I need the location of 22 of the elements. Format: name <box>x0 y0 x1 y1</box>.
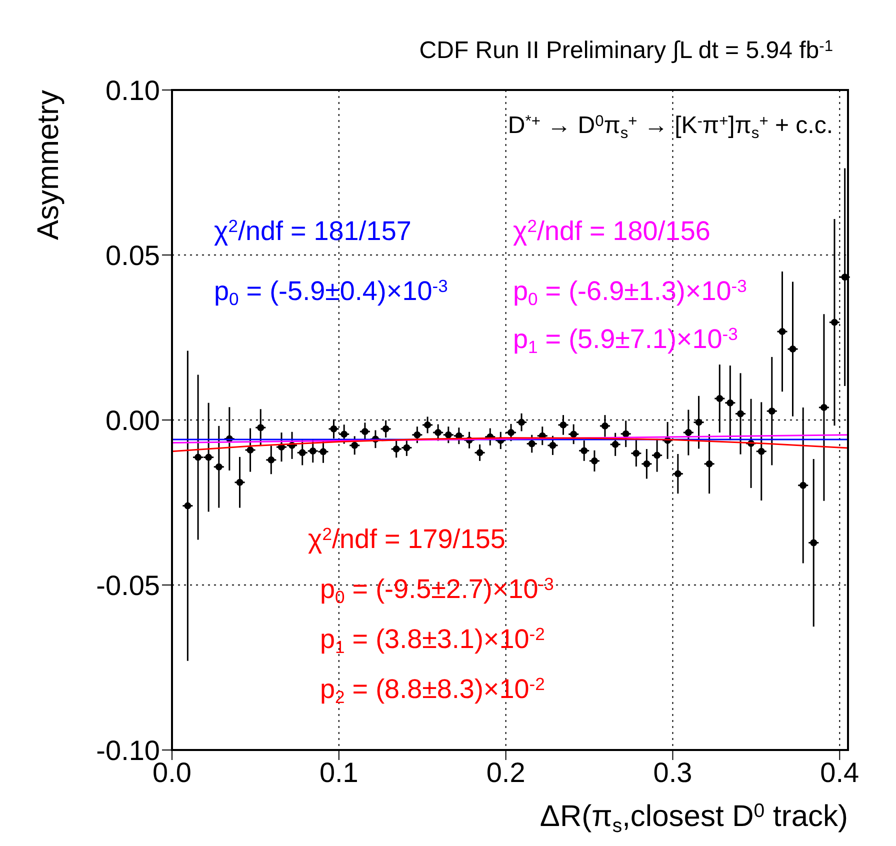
x-tick-label: 0.1 <box>319 756 358 788</box>
x-tick-label: 0.4 <box>820 756 860 788</box>
y-tick-label: 0.05 <box>106 240 160 271</box>
y-axis-title: Asymmetry <box>32 90 65 240</box>
x-tick-label: 0.2 <box>486 756 526 788</box>
text: D$^{*+}$ → D$^{0}$π$_{s}$$^{+}$ → [K$^{-}$π$^{+}$]π$_{s}$$^{+}$ + c.c. <box>508 112 833 142</box>
x-axis-title: ΔR(π$_{s}$,closest D$^{0}$ track) <box>540 800 848 837</box>
y-tick-label: -0.05 <box>96 570 160 601</box>
x-tick-label: 0.3 <box>653 756 692 788</box>
annotation: χ$^{2}$/ndf = 181/157 <box>214 216 412 246</box>
annotation: p$_{1}$ = (5.9±7.1)×10$^{-3}$ <box>513 324 738 358</box>
annotation: p$_{0}$ = (-5.9±0.4)×10$^{-3}$ <box>214 276 448 310</box>
chart-title: CDF Run II Preliminary ∫L dt = 5.94 fb$^{-1}$ <box>419 37 833 64</box>
annotation: χ$^{2}$/ndf = 179/155 <box>308 524 506 554</box>
annotation: p$_{0}$ = (-9.5±2.7)×10$^{-3}$ <box>320 574 554 608</box>
annotation: p$_{0}$ = (-6.9±1.3)×10$^{-3}$ <box>513 276 747 310</box>
y-tick-label: 0.10 <box>106 74 160 106</box>
y-tick-label: 0.00 <box>106 404 160 436</box>
line-series <box>172 437 848 452</box>
annotation: χ$^{2}$/ndf = 180/156 <box>513 216 710 246</box>
annotation: p$_{2}$ = (8.8±8.3)×10$^{-2}$ <box>320 674 545 708</box>
annotation: p$_{1}$ = (3.8±3.1)×10$^{-2}$ <box>320 624 545 658</box>
